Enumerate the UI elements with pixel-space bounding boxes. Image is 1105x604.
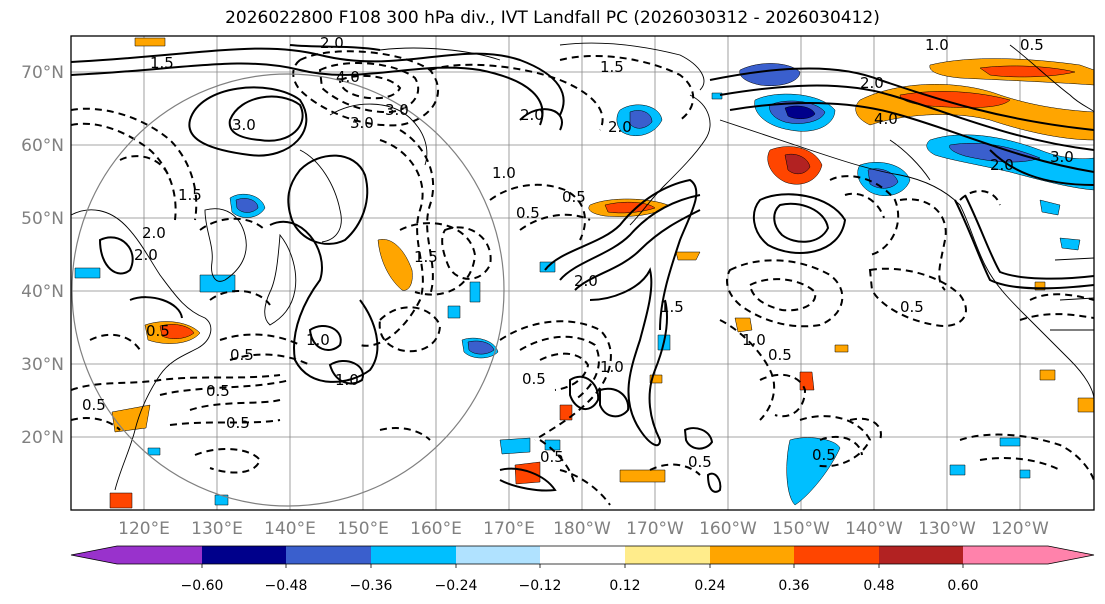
lat-label: 20°N (21, 428, 64, 448)
contour-label: 1.5 (178, 186, 202, 204)
contour-label: 1.0 (742, 331, 766, 349)
contour-label: 1.5 (600, 58, 624, 76)
lon-label: 120°E (118, 519, 170, 539)
contour-label: 0.5 (768, 346, 792, 364)
colorbar-bin (794, 546, 879, 564)
contour-label: 2.0 (142, 224, 166, 242)
colorbar-extend-min (71, 546, 118, 564)
colorbar-tick-label: 0.48 (863, 578, 894, 594)
contour-label: 0.5 (82, 396, 106, 414)
colorbar-bin (710, 546, 794, 564)
contour-label: 0.5 (812, 446, 836, 464)
map-title: 2026022800 F108 300 hPa div., IVT Landfa… (225, 8, 880, 28)
longitude-labels: 120°E 130°E 140°E 150°E 160°E 170°E 180°… (118, 519, 1049, 539)
contour-label: 2.0 (990, 156, 1014, 174)
contour-label: 1.0 (492, 164, 516, 182)
contour-label: 0.5 (1020, 36, 1044, 54)
contour-label: 1.0 (306, 331, 330, 349)
contour-label: 3.0 (385, 101, 409, 119)
contour-label: 0.5 (230, 346, 254, 364)
dashed-contours (71, 50, 1094, 506)
contour-label: 4.0 (874, 110, 898, 128)
colorbar-bin (117, 546, 202, 564)
contour-label: 0.5 (540, 448, 564, 466)
colorbar-outline (70, 545, 1095, 565)
contour-label: 0.5 (226, 414, 250, 432)
map-frame (70, 35, 1095, 511)
map-content (71, 36, 1094, 510)
lon-label: 140°W (845, 519, 903, 539)
lat-label: 30°N (21, 355, 64, 375)
colorbar-bin (371, 546, 456, 564)
lon-label: 170°E (483, 519, 535, 539)
lon-label: 160°W (699, 519, 757, 539)
contour-label: 2.0 (860, 74, 884, 92)
coastlines (71, 42, 1094, 491)
colorbar-bin (625, 546, 710, 564)
contour-label: 3.0 (1050, 148, 1074, 166)
lon-label: 150°W (772, 519, 830, 539)
contour-label: 0.5 (516, 204, 540, 222)
colorbar-extend-max (1048, 546, 1094, 564)
contour-label: 3.0 (350, 114, 374, 132)
contour-label: 0.5 (900, 298, 924, 316)
lon-label: 150°E (337, 519, 389, 539)
contour-label: 1.5 (414, 248, 438, 266)
colorbar-tick-label: 0.12 (609, 578, 640, 594)
lat-label: 70°N (21, 63, 64, 83)
contour-label: 1.5 (150, 54, 174, 72)
contour-label: 2.0 (574, 272, 598, 290)
contour-label: 0.5 (206, 382, 230, 400)
contour-label: 0.5 (688, 453, 712, 471)
contour-label: 1.5 (660, 298, 684, 316)
lon-label: 160°E (410, 519, 462, 539)
lat-label: 40°N (21, 282, 64, 302)
lat-label: 50°N (21, 209, 64, 229)
colorbar-bin (202, 546, 286, 564)
contour-label: 2.0 (320, 34, 344, 52)
colorbar-tick-label: 0.36 (778, 578, 809, 594)
contour-label: 0.5 (522, 370, 546, 388)
contour-labels: 1.5 2.0 4.0 3.0 2.0 1.5 0.5 1.0 0.5 2.0 … (82, 34, 1074, 471)
colorbar-tick-label: −0.36 (350, 578, 393, 594)
contour-label: 3.0 (232, 116, 256, 134)
colorbar-bin (456, 546, 540, 564)
colorbar-bin (879, 546, 963, 564)
lat-label: 60°N (21, 136, 64, 156)
lon-label: 170°W (626, 519, 684, 539)
lon-label: 130°W (918, 519, 976, 539)
colorbar-bin (540, 546, 625, 564)
contour-label: 2.0 (134, 246, 158, 264)
colorbar-tick-label: 0.60 (947, 578, 978, 594)
contour-label: 2.0 (520, 106, 544, 124)
lon-label: 140°E (264, 519, 316, 539)
contour-label: 0.5 (562, 188, 586, 206)
colorbar-bin (963, 546, 1048, 564)
lon-label: 180°W (553, 519, 611, 539)
colorbar: −0.60 −0.48 −0.36 −0.24 −0.12 0.12 0.24 0.36 0.4… (70, 545, 1095, 594)
colorbar-tick-label: 0.24 (694, 578, 725, 594)
colorbar-bin (286, 546, 371, 564)
contour-label: 4.0 (336, 68, 360, 86)
contour-label: 1.0 (600, 358, 624, 376)
latitude-labels: 70°N 60°N 50°N 40°N 30°N 20°N (21, 63, 64, 448)
contour-label: 1.0 (335, 371, 359, 389)
colorbar-tick-label: −0.60 (181, 578, 224, 594)
colorbar-tick-label: −0.24 (435, 578, 478, 594)
region-circle (71, 73, 505, 507)
contour-label: 1.0 (925, 36, 949, 54)
colorbar-tick-label: −0.12 (519, 578, 562, 594)
colorbar-tick-label: −0.48 (265, 578, 308, 594)
contour-label: 2.0 (608, 118, 632, 136)
lon-label: 130°E (191, 519, 243, 539)
contour-label: 0.5 (146, 322, 170, 340)
lon-label: 120°W (991, 519, 1049, 539)
